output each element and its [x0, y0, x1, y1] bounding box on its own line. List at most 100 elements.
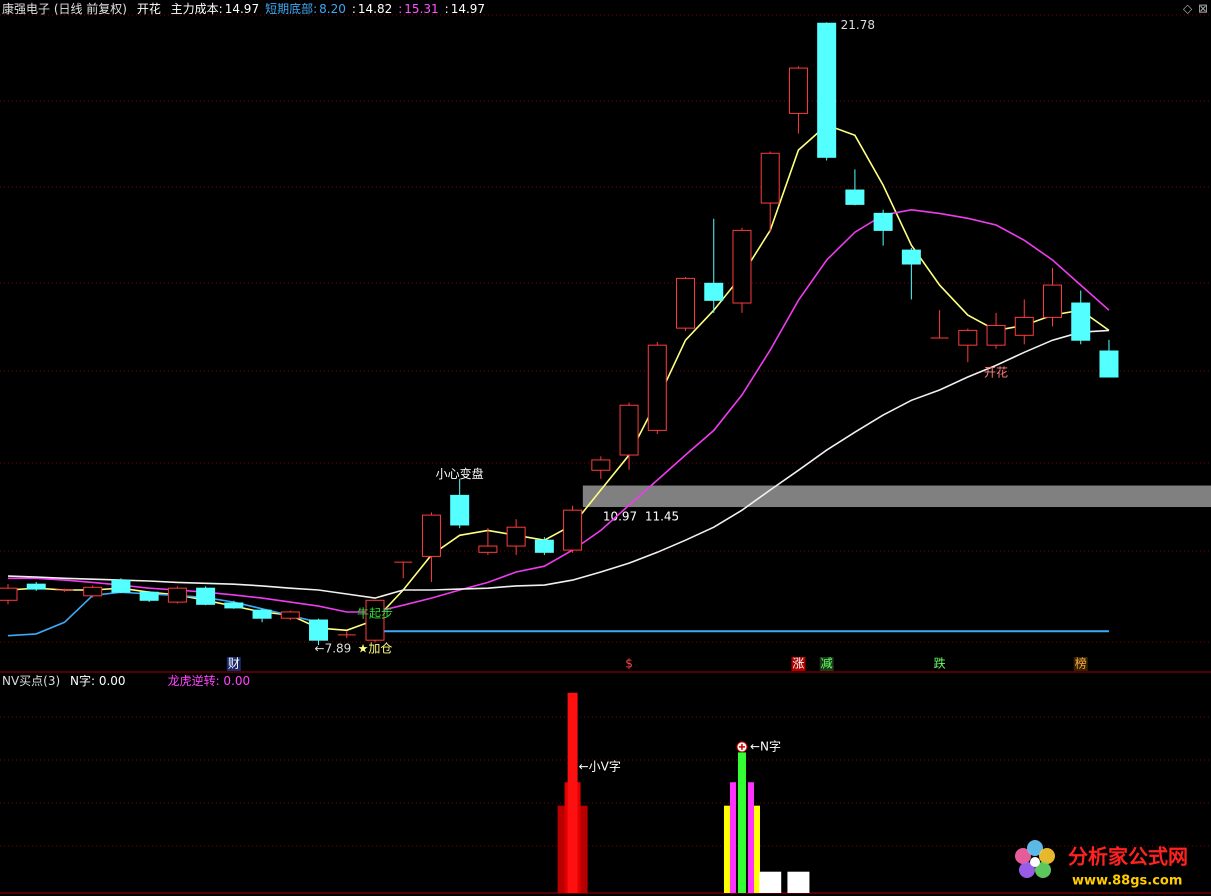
candle-body — [1014, 316, 1034, 336]
annotation: 开花 — [984, 364, 1008, 379]
price-label: ←7.89 — [315, 642, 352, 656]
signal-mark: $ — [625, 657, 633, 671]
candle-body — [591, 459, 611, 471]
price-band — [582, 485, 1211, 508]
candle-body — [280, 611, 300, 619]
logo-petal — [1039, 848, 1055, 864]
candle-body — [421, 514, 441, 557]
field-label: 短期底部: — [265, 2, 318, 16]
stock-name: 康强电子 (日线 前复权) — [2, 2, 127, 16]
field-value: 14.97 — [450, 2, 486, 16]
candle-body — [450, 494, 470, 526]
candle-body — [563, 509, 583, 551]
field-value: 15.31 — [404, 2, 439, 16]
candle-body — [817, 22, 837, 158]
signal-bg — [1073, 657, 1088, 671]
candle-body — [111, 579, 131, 593]
candle-body — [506, 526, 526, 547]
candle-body — [534, 539, 554, 553]
n-marker-plus — [738, 743, 745, 750]
field-label: 主力成本: — [170, 2, 223, 16]
candle-body — [986, 324, 1006, 346]
signal-bg — [226, 657, 241, 671]
signal-mark: 榜 — [1075, 656, 1087, 671]
watermark-title: 分析家公式网 — [1068, 845, 1188, 869]
field-value: 14.97 — [224, 2, 260, 16]
candle-body — [309, 619, 329, 641]
signal-bar — [737, 752, 746, 893]
candle-body — [365, 599, 385, 641]
candle-body — [1099, 350, 1119, 378]
signal-mark: 涨 — [792, 656, 804, 671]
candle-body — [732, 229, 752, 304]
sub-field: 龙虎逆转: 0.00 — [167, 674, 251, 688]
signal-bar — [567, 692, 578, 893]
candle-body — [676, 277, 696, 329]
signal-mark: 跌 — [934, 656, 946, 671]
signal-bar — [723, 805, 730, 893]
band-high-label: 11.45 — [645, 510, 679, 524]
candle-body — [845, 189, 865, 205]
sub-header: NV买点(3) N字: 0.00 龙虎逆转: 0.00 — [2, 673, 256, 689]
candle-body — [252, 609, 272, 619]
annotation: 小心变盘 — [436, 466, 484, 481]
field-label: : — [444, 2, 449, 16]
candle-body — [760, 152, 780, 204]
annotation: ★加仓 — [358, 642, 393, 656]
candle-body — [167, 587, 187, 603]
signal-bar — [729, 782, 736, 893]
signal-mark: 财 — [228, 657, 240, 671]
window-icon: ⊠ — [1198, 2, 1208, 16]
candle-body — [704, 282, 724, 301]
candle-body — [1043, 284, 1063, 318]
candle-body — [478, 545, 498, 553]
logo-petal — [1027, 840, 1043, 856]
candle-body — [788, 67, 808, 114]
candle-body — [196, 587, 216, 605]
bar-annotation: ←N字 — [750, 738, 781, 753]
candle-body — [958, 329, 978, 346]
signal-bar — [787, 871, 810, 893]
sub-title: NV买点(3) — [2, 674, 61, 688]
signal-bar — [747, 782, 754, 893]
candle-body — [26, 583, 46, 590]
candle-body — [83, 586, 103, 597]
candle-body — [0, 587, 18, 601]
field-value: 14.82 — [357, 2, 393, 16]
signal-bg — [819, 657, 834, 671]
field-label: : — [351, 2, 356, 16]
watermark-url: www.88gs.com — [1072, 874, 1182, 889]
logo-petal — [1019, 862, 1035, 878]
signal-mark: 减 — [821, 657, 833, 671]
ma-line — [7, 329, 1110, 599]
annotation: 牛起步 — [357, 606, 393, 621]
signal-bg — [791, 657, 806, 671]
candle-body — [1071, 302, 1091, 341]
field-value: 8.20 — [319, 2, 346, 16]
logo-center — [1030, 857, 1040, 867]
sub-field: N字: 0.00 — [70, 674, 126, 688]
signal-bg — [932, 657, 947, 671]
candle-body — [873, 212, 893, 231]
logo-petal — [1015, 848, 1031, 864]
ma-line — [8, 208, 1110, 613]
signal-bar — [759, 871, 782, 893]
watermark: 分析家公式网 www.88gs.com — [1015, 840, 1188, 889]
ma-line — [7, 124, 1110, 632]
main-header: 康强电子 (日线 前复权) 开花 主力成本: 14.97 短期底部: 8.20:14.… — [2, 1, 491, 17]
bar-annotation: ←小V字 — [579, 759, 621, 774]
candle-body — [647, 344, 667, 431]
band-low-label: 10.97 — [603, 510, 637, 524]
candle-body — [224, 602, 244, 609]
indicator-name: 开花 — [136, 2, 161, 16]
window-icon: ◇ — [1183, 2, 1193, 16]
candle-body — [901, 249, 921, 265]
logo-petal — [1035, 862, 1051, 878]
price-label: 21.78 — [841, 18, 875, 32]
candle-body — [619, 404, 639, 456]
candle-body — [139, 591, 159, 601]
signal-bg — [622, 657, 637, 671]
signal-bar — [753, 805, 760, 893]
